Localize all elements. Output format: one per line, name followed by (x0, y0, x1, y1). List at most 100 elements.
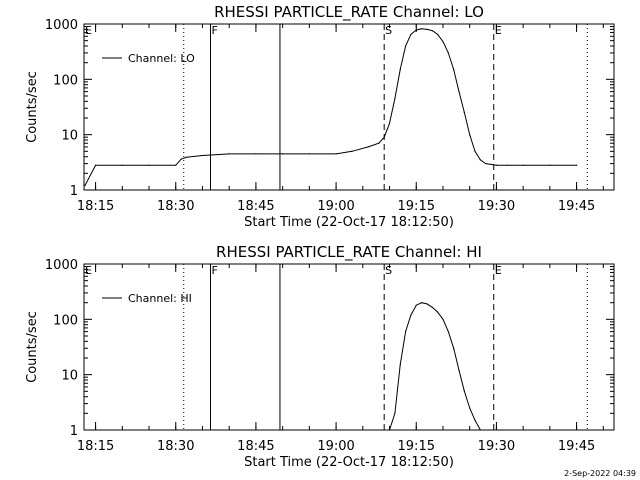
series-point (148, 164, 150, 166)
x-tick-label: 19:45 (558, 439, 595, 454)
x-tick-label: 19:15 (398, 199, 435, 214)
y-axis-label: Counts/sec (25, 311, 40, 383)
chart-panel-2: RHESSI PARTICLE_RATE Channel: HI 18:15 18:… (25, 243, 615, 470)
series-point (399, 68, 401, 71)
series-point (426, 28, 428, 30)
series-point (394, 412, 396, 414)
series-point (175, 164, 177, 166)
series-point (415, 29, 417, 31)
series-point (420, 28, 423, 30)
series-point (453, 347, 455, 349)
series-point (479, 429, 481, 431)
time-marker-label: E (85, 264, 92, 277)
series-point (335, 153, 337, 155)
y-tick-label: 10 (61, 129, 78, 144)
series-point (495, 164, 498, 166)
series-point (522, 164, 524, 166)
series-point (84, 185, 86, 187)
series-point (399, 364, 401, 366)
series-point (404, 45, 407, 47)
series-point (437, 311, 439, 313)
series-point (506, 164, 508, 166)
series-point (94, 164, 97, 166)
series-point (474, 419, 476, 421)
x-tick-label: 19:30 (478, 439, 515, 454)
series-point (469, 407, 471, 409)
series-point (575, 164, 578, 166)
series-point (308, 153, 310, 155)
series-line (389, 302, 481, 431)
y-tick-label: 1000 (45, 258, 78, 273)
series-point (404, 331, 407, 333)
x-tick-label: 18:45 (237, 439, 274, 454)
x-tick-label: 18:15 (77, 199, 114, 214)
series-point (388, 429, 391, 431)
legend-label: Channel: LO (128, 52, 195, 65)
series-point (463, 390, 465, 392)
time-marker-label: F (211, 24, 217, 37)
series-point (479, 159, 481, 161)
series-line (84, 28, 577, 186)
series-point (485, 162, 487, 165)
series-point (458, 91, 460, 93)
series-point (367, 146, 369, 148)
series-point (453, 68, 455, 71)
x-tick-label: 19:30 (478, 199, 515, 214)
x-tick-label: 18:45 (237, 199, 274, 214)
series-point (469, 134, 471, 136)
series-point (180, 158, 182, 160)
time-marker-label: E (495, 24, 502, 37)
series-point (442, 318, 444, 320)
series-point (431, 306, 433, 308)
series-point (255, 153, 257, 155)
series-point (410, 33, 412, 35)
time-marker-label: S (385, 24, 392, 37)
x-axis-label: Start Time (22-Oct-17 18:12:50) (244, 215, 454, 230)
x-tick-label: 19:15 (398, 439, 435, 454)
series-point (549, 164, 551, 166)
time-marker-label: E (85, 24, 92, 37)
x-tick-label: 19:00 (317, 199, 354, 214)
y-tick-label: 1000 (45, 18, 78, 33)
time-marker-label: E (495, 264, 502, 277)
series-point (383, 136, 385, 138)
y-tick-label: 1 (70, 424, 78, 439)
series-point (431, 29, 433, 32)
series-point (228, 153, 230, 155)
series-point (388, 122, 391, 124)
x-tick-label: 19:45 (558, 199, 595, 214)
series-point (474, 150, 476, 152)
series-point (463, 112, 465, 114)
series-point (185, 156, 188, 158)
plot-frame (83, 263, 615, 431)
time-marker-label: F (211, 264, 217, 277)
plot-frame (83, 23, 615, 191)
series-point (447, 331, 449, 333)
series-point (201, 154, 204, 157)
series-point (490, 163, 492, 166)
y-tick-label: 1 (70, 184, 78, 199)
y-tick-label: 100 (53, 313, 78, 328)
x-tick-label: 19:00 (317, 439, 354, 454)
series-point (351, 150, 353, 152)
series-point (442, 41, 444, 43)
x-axis-label: Start Time (22-Oct-17 18:12:50) (244, 455, 454, 470)
series-point (426, 303, 428, 305)
time-marker-label: S (385, 264, 392, 277)
series-point (437, 33, 439, 35)
y-axis-label: Counts/sec (25, 71, 40, 143)
series-point (415, 304, 417, 306)
footer-timestamp: 2-Sep-2022 04:39 (564, 469, 636, 478)
series-point (121, 164, 123, 166)
legend-label: Channel: HI (128, 292, 192, 305)
series-point (447, 52, 449, 54)
x-tick-label: 18:30 (157, 199, 194, 214)
chart-title: RHESSI PARTICLE_RATE Channel: LO (214, 3, 484, 22)
x-tick-label: 18:15 (77, 439, 114, 454)
chart-panel-1: RHESSI PARTICLE_RATE Channel: LO 18:15 18:… (25, 3, 615, 230)
series-point (394, 97, 396, 100)
series-point (410, 314, 412, 316)
series-point (420, 302, 423, 304)
y-tick-label: 10 (61, 369, 78, 384)
